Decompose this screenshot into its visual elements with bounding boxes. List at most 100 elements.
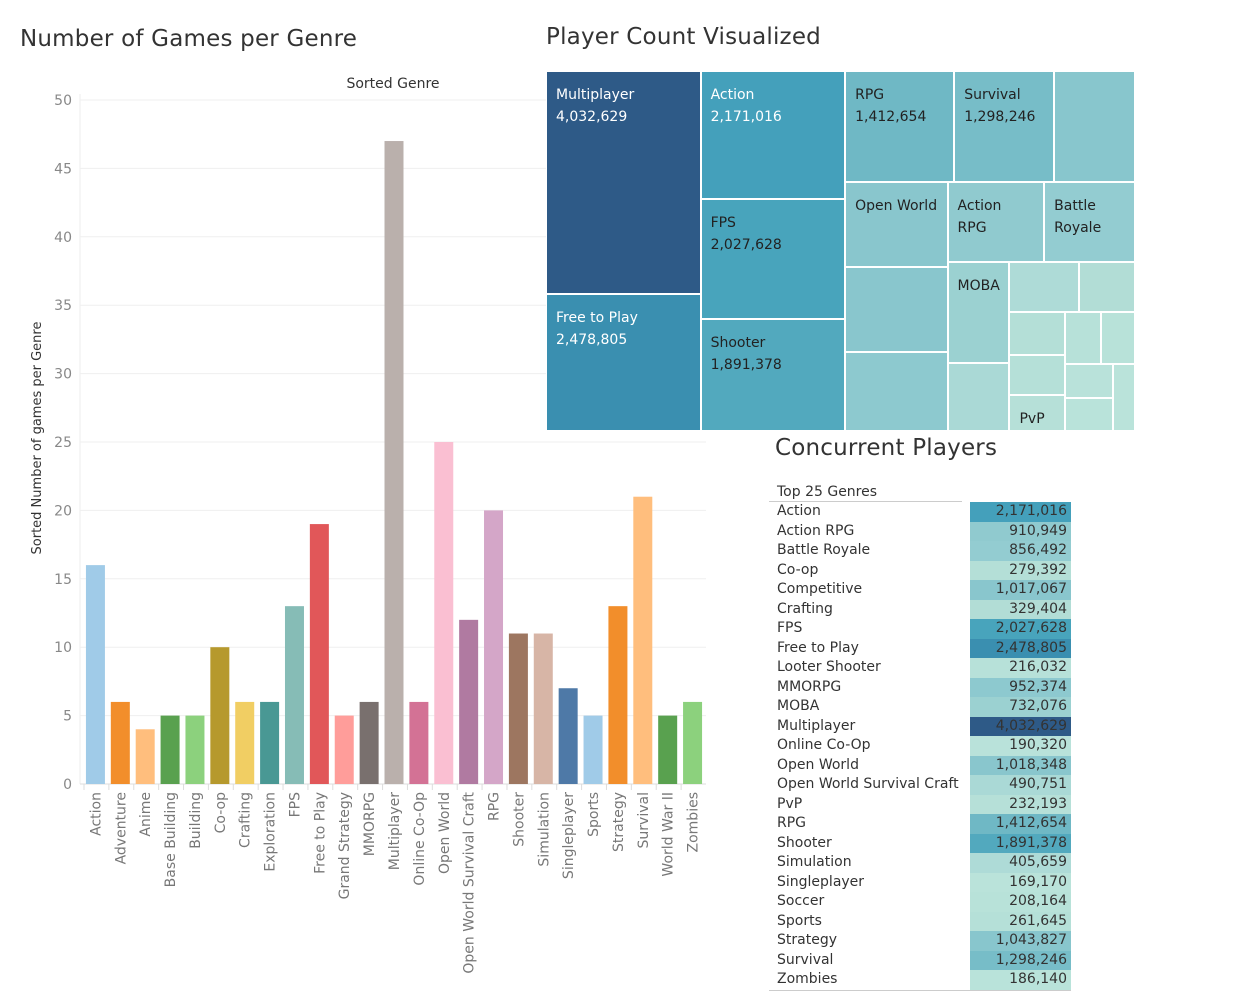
treemap-cell-label: Open World bbox=[855, 195, 937, 217]
treemap-cell-pvp[interactable]: PvP bbox=[1009, 395, 1066, 431]
player-count: 279,392 bbox=[970, 560, 1071, 580]
bar-anime[interactable] bbox=[135, 729, 155, 784]
x-tick-label: Singleplayer bbox=[561, 792, 577, 879]
treemap-cell-battle-royale[interactable]: Battle Royale bbox=[1044, 181, 1135, 263]
y-tick-label: 0 bbox=[63, 777, 72, 793]
table-row: Open World Survival Craft 490,751 bbox=[769, 775, 1071, 795]
treemap-genre: Free to Play bbox=[556, 309, 638, 326]
genre-name: Looter Shooter bbox=[777, 659, 881, 675]
bar-mmorpg[interactable] bbox=[359, 701, 379, 784]
treemap-cell[interactable] bbox=[1054, 71, 1135, 182]
treemap-cell-fps[interactable]: FPS 2,027,628 bbox=[700, 199, 846, 320]
player-count: 490,751 bbox=[970, 775, 1071, 795]
treemap-cell[interactable] bbox=[1009, 355, 1066, 396]
genre-name: Competitive bbox=[777, 581, 863, 597]
table-row: Free to Play 2,478,805 bbox=[769, 638, 1071, 658]
bar-building[interactable] bbox=[185, 715, 205, 784]
treemap-cell[interactable] bbox=[1009, 262, 1079, 313]
genre-name: RPG bbox=[777, 815, 807, 831]
bar-sports[interactable] bbox=[583, 715, 603, 784]
treemap-genre: Battle Royale bbox=[1054, 197, 1102, 236]
bar-adventure[interactable] bbox=[110, 701, 130, 784]
bar-grand-strategy[interactable] bbox=[334, 715, 354, 784]
genre-name: Action RPG bbox=[777, 522, 855, 539]
treemap-cell-free-to-play[interactable]: Free to Play 2,478,805 bbox=[546, 293, 701, 431]
genre-name: Strategy bbox=[777, 932, 837, 948]
treemap-cell-moba[interactable]: MOBA bbox=[947, 262, 1010, 364]
genre-name: Soccer bbox=[777, 893, 825, 909]
player-count: 261,645 bbox=[970, 911, 1071, 931]
genre-name: MOBA bbox=[777, 698, 820, 714]
player-count: 1,018,348 bbox=[970, 755, 1071, 775]
treemap-cell[interactable] bbox=[1065, 312, 1101, 365]
treemap-cell[interactable] bbox=[1009, 312, 1066, 356]
bar-strategy[interactable] bbox=[608, 606, 628, 784]
bar-zombies[interactable] bbox=[683, 701, 703, 784]
bar-base-building[interactable] bbox=[160, 715, 180, 784]
bar-open-world-survival-craft[interactable] bbox=[459, 619, 479, 784]
x-tick-label: Co-op bbox=[213, 792, 229, 833]
bar-open-world[interactable] bbox=[434, 442, 454, 784]
player-count: 169,170 bbox=[970, 872, 1071, 892]
table-row: Shooter 1,891,378 bbox=[769, 833, 1071, 853]
treemap-value: 1,412,654 bbox=[855, 109, 927, 125]
genre-name: Shooter bbox=[777, 834, 832, 851]
bar-free-to-play[interactable] bbox=[309, 524, 329, 784]
treemap-value: 2,478,805 bbox=[556, 331, 628, 348]
bar-rpg[interactable] bbox=[484, 510, 504, 784]
bar-chart: Sorted Genre Sorted Number of games per … bbox=[30, 76, 706, 974]
bar-world-war-ii[interactable] bbox=[658, 715, 678, 784]
treemap-cell[interactable] bbox=[845, 351, 948, 431]
bar-survival[interactable] bbox=[633, 496, 653, 784]
y-tick-label: 10 bbox=[54, 640, 72, 656]
treemap-cell-label: Shooter 1,891,378 bbox=[711, 332, 782, 376]
treemap-cell-action-rpg[interactable]: Action RPG bbox=[947, 181, 1045, 263]
bar-simulation[interactable] bbox=[533, 633, 553, 784]
bar-multiplayer[interactable] bbox=[384, 141, 404, 784]
treemap-genre: Action bbox=[710, 87, 755, 103]
bar-online-co-op[interactable] bbox=[409, 701, 429, 784]
bar-shooter[interactable] bbox=[508, 633, 528, 784]
x-tick-label: Survival bbox=[636, 792, 652, 848]
genre-name: Zombies bbox=[777, 971, 838, 987]
treemap-cell-shooter[interactable]: Shooter 1,891,378 bbox=[700, 319, 846, 431]
treemap-cell-open-world[interactable]: Open World bbox=[845, 181, 948, 267]
player-count: 208,164 bbox=[970, 892, 1071, 912]
bar-chart-title: Number of Games per Genre bbox=[20, 26, 358, 52]
treemap-cell[interactable] bbox=[947, 363, 1010, 431]
treemap-cell[interactable] bbox=[1065, 364, 1114, 398]
table-row: Crafting 329,404 bbox=[769, 599, 1071, 619]
treemap-cell[interactable] bbox=[1100, 312, 1135, 365]
treemap-cell-survival[interactable]: Survival 1,298,246 bbox=[954, 71, 1055, 182]
bar-crafting[interactable] bbox=[235, 701, 255, 784]
treemap-cell[interactable] bbox=[845, 266, 948, 352]
x-tick-label: Base Building bbox=[163, 792, 179, 887]
x-tick-label: Action bbox=[88, 792, 104, 836]
table-header: Top 25 Genres bbox=[769, 482, 962, 502]
treemap-cell-multiplayer[interactable]: Multiplayer 4,032,629 bbox=[546, 71, 701, 294]
player-count: 952,374 bbox=[970, 677, 1071, 697]
treemap-cell[interactable] bbox=[1078, 262, 1135, 313]
treemap-cell[interactable] bbox=[1113, 364, 1135, 431]
table-row: Singleplayer 169,170 bbox=[769, 872, 1071, 892]
bar-singleplayer[interactable] bbox=[558, 688, 578, 784]
table-title: Concurrent Players bbox=[775, 435, 998, 461]
treemap-cell-label: Survival 1,298,246 bbox=[964, 84, 1035, 128]
treemap-cell-action[interactable]: Action 2,171,016 bbox=[700, 71, 846, 200]
genre-name: Crafting bbox=[777, 600, 833, 617]
treemap-cell[interactable] bbox=[1065, 397, 1114, 431]
bar-exploration[interactable] bbox=[260, 701, 280, 784]
bar-co-op[interactable] bbox=[210, 647, 230, 784]
bar-action[interactable] bbox=[85, 565, 105, 784]
bar-fps[interactable] bbox=[284, 606, 304, 784]
player-count: 732,076 bbox=[970, 697, 1071, 717]
treemap-genre: Open World bbox=[855, 197, 938, 214]
table-row: Co-op 279,392 bbox=[769, 560, 1071, 580]
y-tick-label: 30 bbox=[54, 367, 72, 383]
table-row: Strategy 1,043,827 bbox=[769, 931, 1071, 951]
x-tick-label: MMORPG bbox=[362, 792, 378, 856]
x-tick-label: Building bbox=[188, 792, 204, 849]
table-row: Competitive 1,017,067 bbox=[769, 580, 1071, 600]
treemap-cell-rpg[interactable]: RPG 1,412,654 bbox=[845, 71, 955, 182]
player-count: 186,140 bbox=[970, 970, 1071, 990]
